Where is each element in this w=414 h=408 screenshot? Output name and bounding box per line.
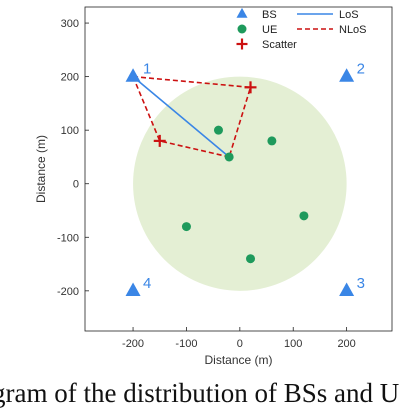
x-axis-label: Distance (m) bbox=[204, 353, 272, 367]
axes: -200 -100 0 100 200 300 200 100 0 -100 -200 bbox=[57, 18, 356, 350]
ue-point-1 bbox=[224, 152, 234, 162]
y-axis-label: Distance (m) bbox=[34, 135, 48, 203]
scatter-point-1 bbox=[244, 81, 257, 94]
los-path bbox=[132, 76, 230, 158]
y-tick-label-1: 300 bbox=[61, 18, 79, 30]
y-tick-label-5: -100 bbox=[57, 232, 79, 244]
legend-background bbox=[226, 8, 391, 52]
legend-scatter-label: Scatter bbox=[262, 39, 297, 51]
plot-area-frame bbox=[84, 6, 393, 332]
ue-point-5 bbox=[181, 222, 191, 232]
ue-point-2 bbox=[213, 125, 223, 135]
legend-bs-label: BS bbox=[262, 9, 277, 21]
y-tick-label-2: 200 bbox=[61, 72, 79, 84]
bs-marker-2 bbox=[339, 68, 355, 82]
plot-area: 1 2 3 4 bbox=[125, 61, 365, 296]
y-tick-label-6: -200 bbox=[57, 286, 79, 298]
x-tick-label-3: 0 bbox=[237, 338, 243, 350]
coverage-region bbox=[133, 76, 347, 291]
bs-marker-4 bbox=[125, 282, 141, 296]
ue-point-6 bbox=[246, 254, 256, 264]
y-tick-label-3: 100 bbox=[61, 125, 79, 137]
x-tick-label-5: 200 bbox=[337, 338, 355, 350]
figure-caption: gram of the distribution of BSs and U bbox=[0, 378, 400, 408]
bs-marker-1 bbox=[125, 68, 141, 82]
x-tick-label-1: -200 bbox=[122, 338, 144, 350]
legend-nlos-label: NLoS bbox=[339, 24, 367, 36]
scatter-chart: 1 2 3 4 -200 -100 0 100 200 300 200 100 0 -100 -200 D… bbox=[34, 6, 393, 367]
ue-point-3 bbox=[267, 136, 277, 146]
legend-ue-marker bbox=[237, 24, 247, 34]
x-tick-label-4: 100 bbox=[284, 338, 302, 350]
legend-ue-label: UE bbox=[262, 24, 277, 36]
legend: BS UE Scatter LoS NLoS bbox=[226, 7, 391, 52]
bs-label-4: 4 bbox=[143, 275, 151, 292]
ue-point-4 bbox=[299, 211, 309, 221]
bs-label-1: 1 bbox=[143, 61, 151, 78]
legend-scatter-marker bbox=[236, 38, 248, 50]
y-tick-label-4: 0 bbox=[73, 179, 79, 191]
legend-bs-marker bbox=[236, 7, 248, 18]
bs-label-2: 2 bbox=[357, 61, 365, 78]
bs-label-3: 3 bbox=[357, 275, 365, 292]
bs-marker-3 bbox=[339, 282, 355, 296]
legend-los-label: LoS bbox=[339, 9, 359, 21]
x-tick-label-2: -100 bbox=[175, 338, 197, 350]
scatter-point-2 bbox=[153, 134, 166, 147]
